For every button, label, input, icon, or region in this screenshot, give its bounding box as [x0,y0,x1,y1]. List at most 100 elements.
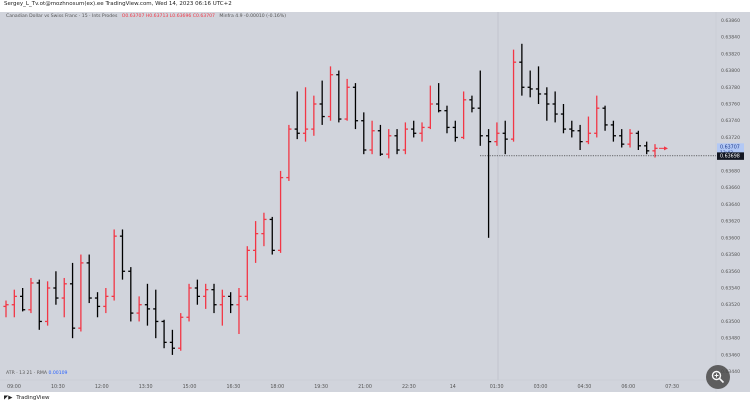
ohlc-bar [128,267,134,322]
price-tick-label: 0.63540 [721,286,740,292]
ohlc-bar [203,283,209,309]
ohlc-bar [219,289,225,326]
ohlc-bar [627,129,633,148]
ohlc-bar [294,91,300,140]
brand-name: TradingView [16,395,50,401]
ohlc-bar [153,289,159,339]
ohlc-bar [253,221,259,263]
ohlc-bar [635,130,641,150]
ohlc-bar [369,120,375,155]
ohlc-bar [444,105,450,134]
ohlc-bar [327,66,334,121]
ohlc-bar [610,120,616,142]
ohlc-bar [69,262,76,339]
time-tick-label: 21:00 [358,384,372,390]
ohlc-bar [236,288,242,334]
legend-symbol: Canadian Dollar vs Swiss Franc · 15 · In… [6,14,118,19]
ohlc-bar [86,254,92,304]
price-tick-label: 0.63600 [721,235,740,241]
ohlc-bar [427,85,433,130]
ohlc-bar [352,83,359,130]
ohlc-bar [386,129,392,159]
ohlc-bar [361,112,367,155]
ohlc-bar [144,283,151,326]
ohlc-bar [560,104,567,134]
ohlc-bar [186,283,192,322]
time-tick-label: 15:00 [183,384,197,390]
ohlc-bar [577,124,583,150]
price-markers: 0.6370713:430.63698 [480,143,744,160]
ohlc-bar [228,292,234,314]
ohlc-bar [269,216,275,255]
price-tick-label: 0.63460 [721,352,740,358]
crosshair-price-badge [717,152,744,160]
ohlc-bar [3,300,9,318]
indicator-value: 0.00109 [48,371,68,376]
ohlc-bar [136,296,142,322]
time-tick-label: 22:30 [402,384,416,390]
price-tick-label: 0.63440 [721,369,740,375]
ohlc-bar [194,279,200,305]
ohlc-bars [3,43,658,355]
ohlc-bar [411,120,417,138]
ohlc-bar [527,70,533,98]
ohlc-bar [594,95,600,138]
price-tick-label: 0.63840 [721,35,740,41]
time-tick-label: 06:00 [621,384,635,390]
brand: ◤▶ TradingView [4,395,49,401]
legend-ohlc-values: O0.63707 H0.63713 L0.63696 C0.63707 [121,14,215,19]
time-tick-label: 07:30 [665,384,679,390]
time-tick-label: 14 [450,384,456,390]
ohlc-bar [644,141,650,155]
ohlc-bar [28,277,34,314]
ohlc-bar [535,66,542,104]
chart-area[interactable]: 0.63860 0.63840 0.63820 0.63800 0.63780 0.637… [0,12,750,392]
ohlc-bar [11,289,17,318]
ohlc-bar [477,70,483,146]
ohlc-bar [336,70,342,123]
ohlc-bar [20,288,26,312]
price-tick-label: 0.63720 [721,135,740,141]
last-price-label: 0.63707 [720,144,740,150]
ohlc-bar [286,124,292,181]
time-tick-label: 03:00 [534,384,548,390]
price-tick-label: 0.63780 [721,85,740,91]
indicator-name: ATR · 13 21 · RMA [6,371,47,376]
time-tick-label: 04:30 [577,384,591,390]
price-axis: 0.63860 0.63840 0.63820 0.63800 0.63780 0.637… [715,12,740,392]
magnifier-icon [711,370,725,384]
time-axis: 09:00 10:30 12:00 13:30 15:00 16:30 18:00 19:30… [0,379,716,390]
ohlc-bar [211,283,217,314]
ohlc-bar [469,95,475,113]
ohlc-bar [552,91,558,123]
time-tick-label: 16:30 [226,384,240,390]
ohlc-bar [94,292,101,318]
window-title-bar: Sergey_L_Tv.ot@mozhnosum(ex).ee TradingV… [0,0,750,12]
price-chart[interactable]: 0.63860 0.63840 0.63820 0.63800 0.63780 0.637… [0,12,750,392]
price-tick-label: 0.63640 [721,202,740,208]
price-tick-label: 0.63660 [721,185,740,191]
ohlc-bar [261,212,267,247]
tradingview-logo-icon: ◤▶ [4,395,13,401]
ohlc-bar [78,254,84,332]
price-tick-label: 0.63620 [721,219,740,225]
ohlc-bar [419,122,425,142]
ohlc-bar [36,279,42,330]
ohlc-bar [569,120,575,138]
ohlc-bar [619,129,625,148]
price-tick-label: 0.63860 [721,18,740,24]
ohlc-bar [585,116,592,145]
price-tick-label: 0.63580 [721,252,740,258]
time-tick-label: 18:00 [270,384,284,390]
ohlc-bar [602,105,608,131]
last-price-badge [717,143,744,156]
ohlc-bar [311,95,317,136]
ohlc-bar [61,277,67,318]
ohlc-bar [485,129,492,238]
zoom-button[interactable] [706,365,730,389]
indicator-legend[interactable]: ATR · 13 21 · RMA 0.00109 [6,371,67,376]
price-tick-label: 0.63760 [721,102,740,108]
time-tick-label: 13:30 [139,384,153,390]
ohlc-bar [461,91,467,140]
ohlc-bar [519,43,525,96]
